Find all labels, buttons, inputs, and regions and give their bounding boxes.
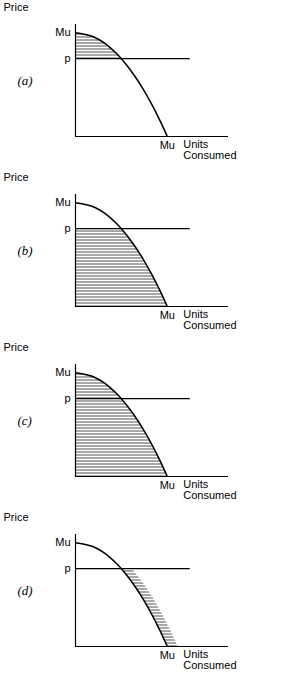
svg-text:Mu: Mu	[55, 26, 70, 38]
svg-text:UnitsConsumed: UnitsConsumed	[183, 478, 236, 501]
svg-text:(d): (d)	[18, 583, 33, 598]
svg-text:Mu: Mu	[160, 309, 175, 321]
svg-text:(a): (a)	[18, 73, 33, 88]
svg-text:(b): (b)	[18, 243, 33, 258]
svg-text:Price: Price	[4, 1, 29, 13]
svg-text:Mu: Mu	[55, 196, 70, 208]
svg-text:UnitsConsumed: UnitsConsumed	[183, 308, 236, 331]
svg-text:Mu: Mu	[55, 536, 70, 548]
svg-text:UnitsConsumed: UnitsConsumed	[183, 648, 236, 671]
svg-text:Price: Price	[4, 171, 29, 183]
svg-text:UnitsConsumed: UnitsConsumed	[183, 138, 236, 161]
svg-text:Price: Price	[4, 511, 29, 523]
svg-text:Price: Price	[4, 341, 29, 353]
svg-text:Mu: Mu	[160, 649, 175, 661]
svg-text:p: p	[64, 52, 70, 64]
svg-text:(c): (c)	[18, 413, 32, 428]
svg-text:Mu: Mu	[55, 366, 70, 378]
svg-text:p: p	[64, 222, 70, 234]
svg-text:Mu: Mu	[160, 479, 175, 491]
svg-text:p: p	[64, 392, 70, 404]
svg-text:Mu: Mu	[160, 139, 175, 151]
svg-text:p: p	[64, 562, 70, 574]
